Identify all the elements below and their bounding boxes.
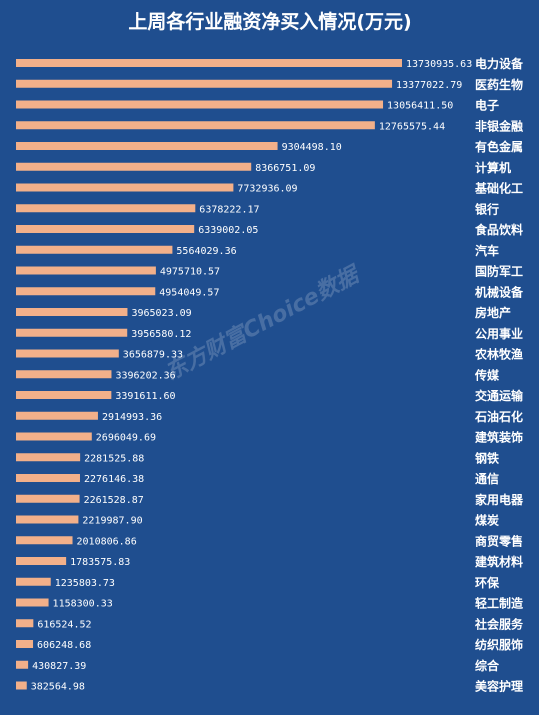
chart-title: 上周各行业融资净买入情况(万元) — [128, 10, 411, 33]
bar — [16, 308, 128, 316]
category-label: 家用电器 — [475, 492, 524, 507]
bar — [16, 391, 112, 399]
category-label: 通信 — [475, 471, 499, 486]
value-label: 2261528.87 — [84, 495, 144, 506]
category-label: 基础化工 — [474, 181, 523, 196]
value-label: 1783575.83 — [70, 557, 130, 568]
bar — [16, 536, 73, 545]
bar — [16, 453, 81, 462]
bar — [16, 494, 80, 503]
bar — [16, 432, 92, 441]
value-label: 2276146.38 — [84, 474, 144, 485]
bar — [16, 370, 112, 379]
category-label: 建筑装饰 — [474, 430, 523, 445]
value-label: 6339002.05 — [198, 225, 258, 236]
category-label: 非银金融 — [475, 118, 523, 133]
bar — [16, 121, 375, 130]
value-label: 2010806.86 — [77, 536, 137, 547]
bar — [16, 142, 278, 150]
bar — [16, 619, 34, 628]
bar — [16, 474, 80, 482]
bar — [16, 349, 119, 358]
category-label: 石油石化 — [474, 409, 523, 424]
value-label: 3396202.36 — [115, 370, 175, 381]
category-label: 电力设备 — [475, 56, 524, 71]
bar — [16, 660, 29, 669]
bar — [16, 681, 27, 690]
category-label: 汽车 — [475, 243, 499, 258]
bar — [16, 204, 196, 213]
bar — [16, 640, 34, 648]
value-label: 430827.39 — [32, 661, 86, 672]
value-label: 616524.52 — [37, 619, 91, 630]
value-label: 606248.68 — [37, 640, 91, 651]
category-label: 房地产 — [475, 305, 511, 320]
bar — [16, 162, 252, 171]
bar — [16, 577, 51, 586]
bar — [16, 598, 49, 607]
bar — [16, 225, 195, 233]
category-label: 交通运输 — [475, 388, 524, 403]
category-label: 钢铁 — [475, 450, 499, 465]
value-label: 5564029.36 — [176, 246, 236, 257]
category-label: 银行 — [475, 201, 499, 216]
value-label: 2914993.36 — [102, 412, 162, 423]
category-label: 农林牧渔 — [474, 347, 523, 362]
category-label: 商贸零售 — [475, 533, 523, 548]
value-label: 2281525.88 — [84, 453, 144, 464]
value-label: 2696049.69 — [96, 433, 156, 444]
category-label: 煤炭 — [475, 513, 499, 528]
bar — [16, 245, 173, 254]
bar — [16, 266, 156, 275]
value-label: 12765575.44 — [379, 121, 445, 132]
category-label: 计算机 — [475, 160, 511, 175]
value-label: 2219987.90 — [82, 516, 142, 527]
value-label: 9304498.10 — [282, 142, 342, 153]
value-label: 3391611.60 — [115, 391, 175, 402]
value-label: 3656879.33 — [123, 350, 183, 361]
bar — [16, 79, 393, 88]
category-label: 社会服务 — [474, 616, 524, 631]
category-label: 美容护理 — [475, 679, 523, 694]
value-label: 8366751.09 — [255, 163, 315, 174]
value-label: 1235803.73 — [55, 578, 115, 589]
value-label: 1158300.33 — [53, 599, 113, 610]
value-label: 13377022.79 — [396, 80, 462, 91]
category-label: 传媒 — [474, 367, 500, 382]
category-label: 综合 — [475, 658, 500, 673]
value-label: 4954049.57 — [159, 287, 219, 298]
bar — [16, 411, 98, 420]
bars-group: 13730935.63 电力设备 13377022.79 医药生物 13056411.5… — [16, 56, 524, 694]
category-label: 电子 — [475, 98, 499, 113]
value-label: 3956580.12 — [131, 329, 191, 340]
watermark: 东方财富Choice数据 — [161, 260, 366, 386]
bar — [16, 287, 156, 296]
category-label: 纺织服饰 — [475, 637, 523, 652]
category-label: 机械设备 — [475, 284, 524, 299]
value-label: 13730935.63 — [406, 59, 472, 70]
category-label: 国防军工 — [475, 264, 523, 279]
bar — [16, 328, 128, 337]
value-label: 3965023.09 — [131, 308, 191, 319]
bar — [16, 100, 384, 109]
category-label: 医药生物 — [475, 77, 523, 92]
category-label: 公用事业 — [475, 326, 523, 341]
category-label: 轻工制造 — [475, 596, 524, 611]
category-label: 有色金属 — [475, 139, 523, 154]
value-label: 7732936.09 — [237, 184, 297, 195]
value-label: 382564.98 — [31, 682, 85, 693]
category-label: 食品饮料 — [474, 222, 523, 237]
category-label: 环保 — [475, 575, 500, 590]
bar — [16, 515, 79, 524]
value-label: 6378222.17 — [199, 204, 259, 215]
category-label: 建筑材料 — [474, 554, 523, 569]
bar — [16, 59, 402, 67]
value-label: 13056411.50 — [387, 101, 453, 112]
value-label: 4975710.57 — [160, 267, 220, 278]
bar — [16, 557, 67, 565]
bar — [16, 183, 234, 192]
